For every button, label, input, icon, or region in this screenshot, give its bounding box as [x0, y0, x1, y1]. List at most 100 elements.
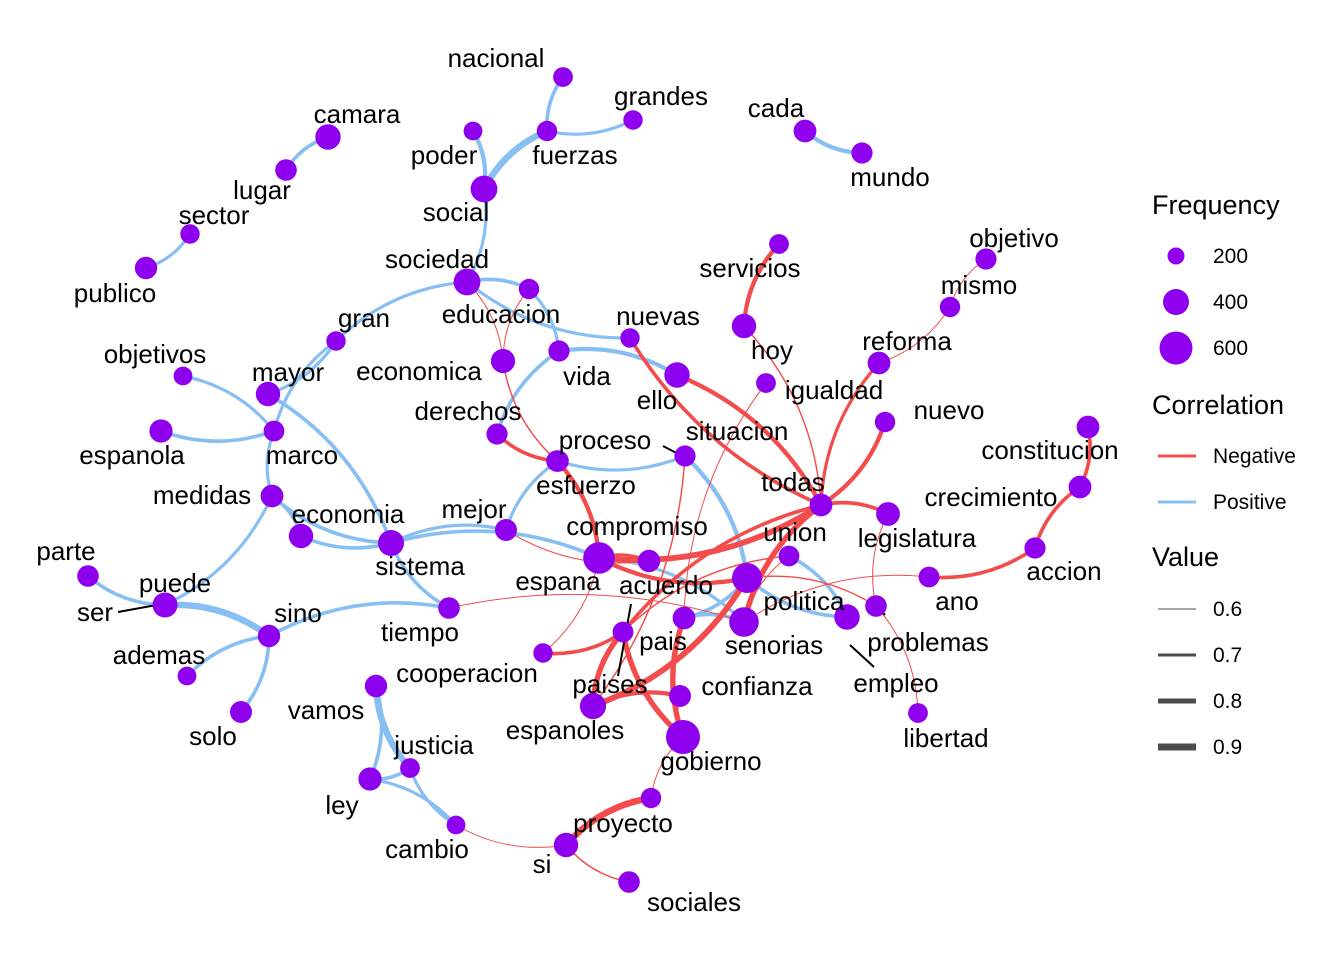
label-ello: ello: [637, 385, 677, 415]
label-medidas: medidas: [153, 480, 251, 510]
node-empleo: [834, 604, 860, 630]
label-nuevas: nuevas: [616, 301, 700, 331]
edge-proceso-situacion: [556, 454, 687, 472]
edge-union-pais: [622, 555, 790, 633]
legend-negative-label: Negative: [1213, 445, 1296, 468]
edge-espanola-marco: [159, 429, 276, 443]
edge-gran-marco: [272, 339, 338, 433]
edge-grandes-fuerzas: [545, 118, 635, 136]
node-grandes: [623, 110, 643, 130]
node-paises: [579, 692, 607, 720]
legend: Frequency 200 400 600 Correlation Negati…: [1152, 190, 1296, 759]
legend-value-label-0.8: 0.8: [1213, 690, 1242, 713]
label-cambio: cambio: [385, 834, 469, 864]
edge-accion-ano: [927, 546, 1037, 580]
node-fuerzas: [536, 120, 558, 142]
edge-sociedad-gran: [334, 280, 469, 343]
node-mundo: [851, 142, 873, 164]
edge-cambio-si: [455, 824, 567, 848]
node-social: [470, 175, 498, 203]
label-sector: sector: [179, 200, 250, 230]
node-hoy: [731, 313, 757, 339]
label-sociedad: sociedad: [385, 244, 489, 274]
edge-tiempo-senorias: [448, 593, 745, 623]
legend-frequency-dot-200: [1167, 247, 1185, 265]
legend-frequency-label-200: 200: [1213, 245, 1248, 268]
label-grandes: grandes: [614, 81, 708, 111]
label-situacion: situacion: [686, 416, 789, 446]
node-marco: [263, 420, 285, 442]
node-ademas: [177, 666, 197, 686]
node-derechos: [486, 423, 508, 445]
label-proyecto: proyecto: [573, 808, 673, 838]
label-accion: accion: [1026, 556, 1101, 586]
label-espanoles: espanoles: [506, 715, 625, 745]
label-proceso: proceso: [559, 425, 652, 455]
label-educacion: educacion: [442, 299, 561, 329]
label-union: union: [763, 517, 827, 547]
nodes-layer: [77, 67, 1100, 893]
label-economica: economica: [356, 356, 482, 386]
node-vamos: [366, 676, 386, 696]
node-libertad: [908, 703, 928, 723]
edge-sino-solo: [239, 634, 271, 714]
label-ademas: ademas: [113, 640, 206, 670]
node-crecimiento: [1068, 475, 1092, 499]
node-reforma: [867, 351, 891, 375]
legend-frequency-title: Frequency: [1152, 190, 1280, 220]
edge-puede-sino: [161, 601, 273, 640]
node-justicia: [400, 758, 420, 778]
node-nacional: [553, 67, 573, 87]
label-objetivos: objetivos: [104, 339, 207, 369]
edge-objetivos-marco: [181, 374, 276, 433]
label-sociales: sociales: [647, 887, 741, 917]
node-problemas: [865, 595, 887, 617]
node-nuevo: [874, 411, 896, 433]
label-solo: solo: [189, 721, 237, 751]
edge-politica-problemas: [746, 575, 877, 607]
node-medidas: [260, 484, 284, 508]
node-sector: [180, 224, 200, 244]
label-justicia: justicia: [393, 730, 474, 760]
label-vamos: vamos: [288, 695, 365, 725]
node-confianza: [669, 685, 691, 707]
edge-mayor-sistema: [266, 392, 393, 545]
edge-hoy-todas: [743, 325, 822, 506]
label-legislatura: legislatura: [858, 523, 977, 553]
label-espana: espana: [515, 566, 601, 596]
label-nacional: nacional: [448, 43, 545, 73]
label-parte: parte: [36, 536, 95, 566]
legend-frequency-label-400: 400: [1213, 291, 1248, 314]
node-gobierno: [666, 720, 700, 754]
label-compromiso: compromiso: [566, 511, 708, 541]
label-mayor: mayor: [252, 357, 325, 387]
label-espanola: espanola: [79, 440, 185, 470]
node-proyecto: [640, 787, 662, 809]
edge-todas-pais: [621, 503, 823, 634]
edge-ello-todas: [674, 372, 824, 508]
node-sistema: [378, 530, 404, 556]
node-igualdad: [756, 373, 776, 393]
label-libertad: libertad: [903, 723, 988, 753]
label-nuevo: nuevo: [914, 395, 985, 425]
label-crecimiento: crecimiento: [925, 482, 1058, 512]
label-camara: camara: [314, 99, 401, 129]
label-politica: politica: [764, 586, 845, 616]
node-espanoles: [533, 643, 553, 663]
edge-todas-senorias: [741, 502, 824, 625]
label-problemas: problemas: [867, 627, 988, 657]
label-gobierno: gobierno: [660, 746, 761, 776]
node-si: [553, 832, 579, 858]
node-ley: [358, 767, 382, 791]
label-fuerzas: fuerzas: [532, 140, 617, 170]
label-poder: poder: [411, 140, 478, 170]
node-esfuerzo: [546, 450, 568, 472]
node-sociedad: [453, 268, 481, 296]
legend-value-title: Value: [1152, 542, 1219, 572]
edge-problemas-libertad: [875, 605, 919, 714]
node-ser: [155, 595, 175, 615]
node-solo: [230, 701, 252, 723]
edge-economica-esfuerzo: [502, 360, 558, 462]
label-empleo: empleo: [853, 668, 938, 698]
legend-frequency-dot-600: [1159, 331, 1193, 365]
